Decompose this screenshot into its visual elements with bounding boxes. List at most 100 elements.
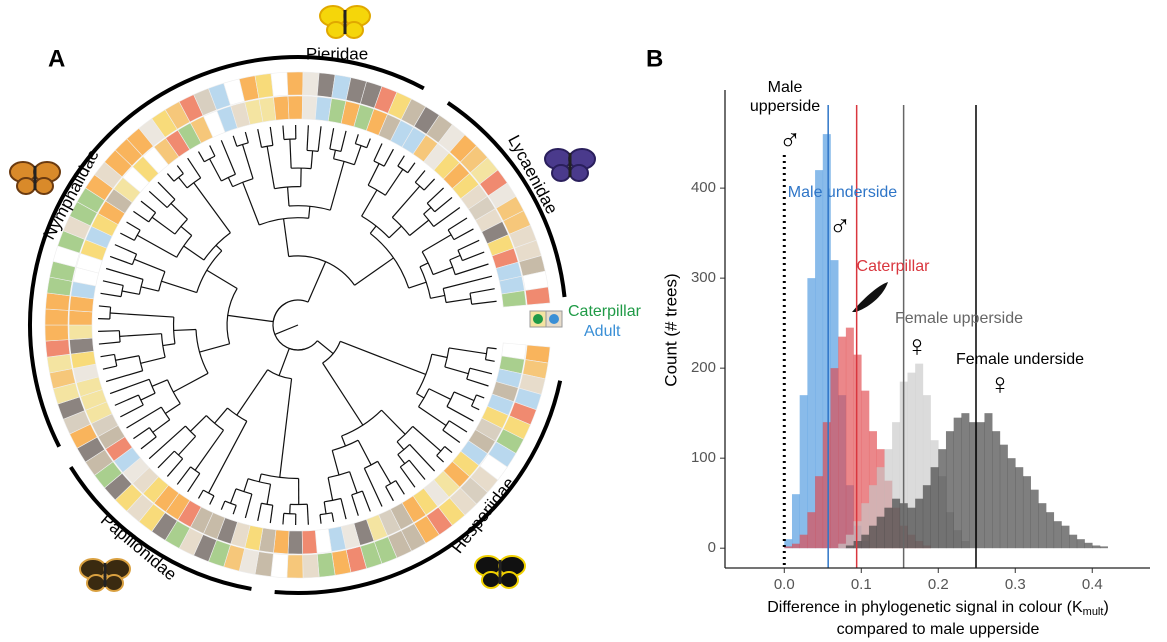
wing: [86, 574, 106, 592]
branch: [397, 155, 405, 167]
branch: [282, 218, 290, 257]
wing: [16, 177, 36, 195]
ring-cell: [286, 554, 304, 579]
branch: [266, 484, 272, 505]
series-annotation: Male underside: [787, 184, 898, 201]
branch-arc: [272, 302, 305, 351]
ring-cell: [45, 339, 71, 358]
branch: [369, 225, 377, 234]
ring-cell: [316, 552, 336, 578]
branch: [361, 189, 378, 217]
histogram-bar: [784, 546, 793, 549]
branch: [258, 473, 262, 482]
branch: [282, 513, 285, 525]
branch: [433, 206, 461, 227]
branch-arc: [204, 155, 216, 163]
x-tick-label: 0.4: [1082, 576, 1103, 593]
histogram-bar: [892, 422, 901, 549]
branch: [423, 207, 432, 215]
histogram-bar: [845, 545, 854, 549]
branch: [152, 419, 171, 433]
branch: [453, 391, 475, 402]
branch-arc: [236, 142, 249, 147]
branch-arc: [418, 388, 430, 408]
histogram-bar: [984, 413, 993, 549]
branch: [100, 292, 122, 298]
branch: [453, 228, 474, 241]
branch: [140, 436, 157, 450]
sex-symbol: ♀: [989, 368, 1012, 401]
branch: [120, 232, 135, 241]
branch-arc: [442, 288, 447, 303]
branch: [102, 365, 117, 370]
body: [103, 563, 107, 587]
branch-arc: [113, 354, 118, 367]
clade-arc: [117, 55, 425, 128]
branch: [244, 131, 249, 143]
branch: [227, 314, 274, 323]
ring-cell: [44, 324, 69, 342]
branch: [236, 369, 269, 416]
branch-arc: [289, 340, 318, 351]
histogram-bar: [868, 485, 877, 549]
ring-cell: [273, 95, 290, 121]
clade-arc: [69, 465, 252, 591]
branch-arc: [148, 427, 157, 438]
branch-arc: [221, 173, 236, 182]
ring-cell: [270, 553, 289, 579]
branch-arc: [351, 490, 363, 496]
branch: [241, 144, 254, 179]
branch: [485, 359, 495, 362]
histogram-bar: [992, 431, 1001, 549]
branch: [266, 146, 276, 189]
branch: [187, 473, 201, 493]
histogram-bar: [922, 485, 931, 549]
ring-cell: [301, 95, 318, 121]
branch: [187, 157, 202, 179]
branch: [157, 181, 176, 200]
branch: [327, 477, 334, 501]
branch: [319, 514, 322, 524]
branch: [242, 182, 260, 226]
histogram-bar: [807, 512, 816, 549]
histogram-bar: [1022, 476, 1031, 549]
legend-dot: [549, 314, 559, 324]
branch: [136, 234, 177, 258]
series-annotation: Caterpillar: [856, 258, 930, 275]
branch-arc: [259, 217, 309, 226]
branch-arc: [291, 167, 312, 170]
branch: [476, 394, 485, 399]
histogram-bar: [1015, 467, 1024, 549]
branch: [133, 427, 150, 440]
histogram-bar: [907, 372, 916, 549]
branch: [339, 340, 426, 376]
histogram-bar: [969, 422, 978, 549]
branch: [232, 135, 238, 147]
y-tick-label: 300: [691, 269, 716, 286]
histogram-bar: [976, 422, 985, 549]
branch: [416, 393, 425, 399]
branch: [349, 471, 358, 494]
branch: [134, 258, 166, 273]
y-tick-label: 100: [691, 449, 716, 466]
branch: [178, 435, 197, 456]
branch: [126, 406, 162, 429]
y-tick-label: 0: [708, 539, 716, 556]
x-tick-label: 0.1: [851, 576, 872, 593]
branch-arc: [341, 409, 382, 437]
branch: [466, 378, 489, 387]
histogram-bar: [815, 476, 824, 549]
branch-arc: [196, 250, 223, 293]
branch: [165, 403, 181, 415]
branch: [367, 163, 380, 186]
branch: [469, 288, 495, 294]
branch: [446, 406, 474, 422]
sex-symbol: ♂: [829, 210, 852, 243]
series-annotation: Male upperside: [749, 79, 821, 115]
histogram-bar: [953, 417, 962, 549]
wing: [34, 177, 54, 195]
branch: [109, 255, 133, 266]
ring-cell: [286, 71, 304, 96]
branch: [421, 234, 452, 253]
